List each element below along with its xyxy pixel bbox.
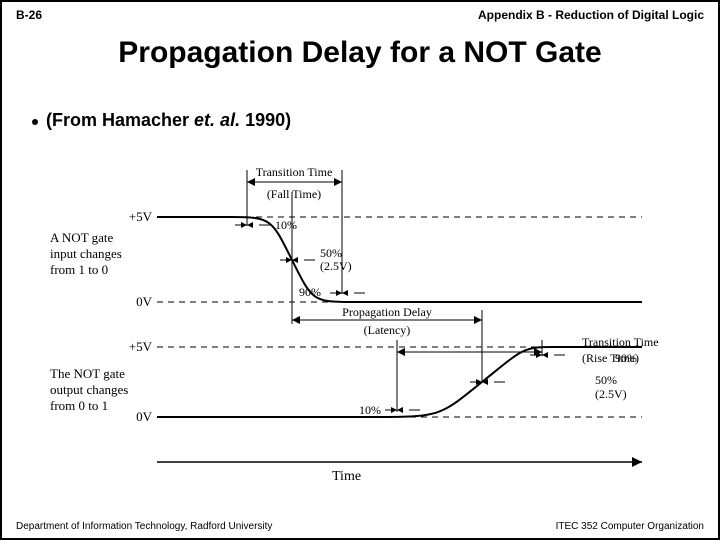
label-time: Time xyxy=(332,469,361,484)
header-right: Appendix B - Reduction of Digital Logic xyxy=(478,8,704,22)
label-in-0v: 0V xyxy=(136,294,153,309)
bullet-italic: et. al. xyxy=(194,110,240,130)
label-transition-top: Transition Time xyxy=(256,165,333,179)
bullet-prefix: (From Hamacher xyxy=(46,110,194,130)
in-desc-l2: input changes xyxy=(50,246,122,261)
footer-left: Department of Information Technology, Ra… xyxy=(16,521,272,532)
slide-title: Propagation Delay for a NOT Gate xyxy=(2,36,718,70)
bullet-icon xyxy=(32,119,38,125)
bullet-row: (From Hamacher et. al. 1990) xyxy=(32,110,291,131)
label-top-25v: (2.5V) xyxy=(320,259,352,273)
label-top-50pct: 50% xyxy=(320,246,342,260)
label-top-90pct: 90% xyxy=(299,285,321,299)
bullet-suffix: 1990) xyxy=(240,110,291,130)
out-desc-l2: output changes xyxy=(50,382,128,397)
label-out-0v: 0V xyxy=(136,409,153,424)
footer-right: ITEC 352 Computer Organization xyxy=(556,521,704,532)
label-bot-10pct: 10% xyxy=(359,403,381,417)
in-desc-l1: A NOT gate xyxy=(50,230,114,245)
label-latency: (Latency) xyxy=(364,323,411,337)
label-bot-50pct: 50% xyxy=(595,373,617,387)
label-bot-25v: (2.5V) xyxy=(595,387,627,401)
bullet-text: (From Hamacher et. al. 1990) xyxy=(46,110,291,131)
label-out-5v: +5V xyxy=(129,339,153,354)
label-propagation: Propagation Delay xyxy=(342,305,432,319)
label-transition-bot: Transition Time xyxy=(582,335,659,349)
label-bot-90pct-r: 90% xyxy=(615,351,637,365)
out-desc-l3: from 0 to 1 xyxy=(50,398,108,413)
out-desc-l1: The NOT gate xyxy=(50,366,125,381)
label-falltime: (Fall Time) xyxy=(267,187,321,201)
timing-diagram: +5V 0V A NOT gate input changes from 1 t… xyxy=(42,162,672,492)
label-top-10pct: 10% xyxy=(275,218,297,232)
in-desc-l3: from 1 to 0 xyxy=(50,262,108,277)
label-in-5v: +5V xyxy=(129,209,153,224)
slide: B-26 Appendix B - Reduction of Digital L… xyxy=(0,0,720,540)
header-left: B-26 xyxy=(16,8,42,22)
